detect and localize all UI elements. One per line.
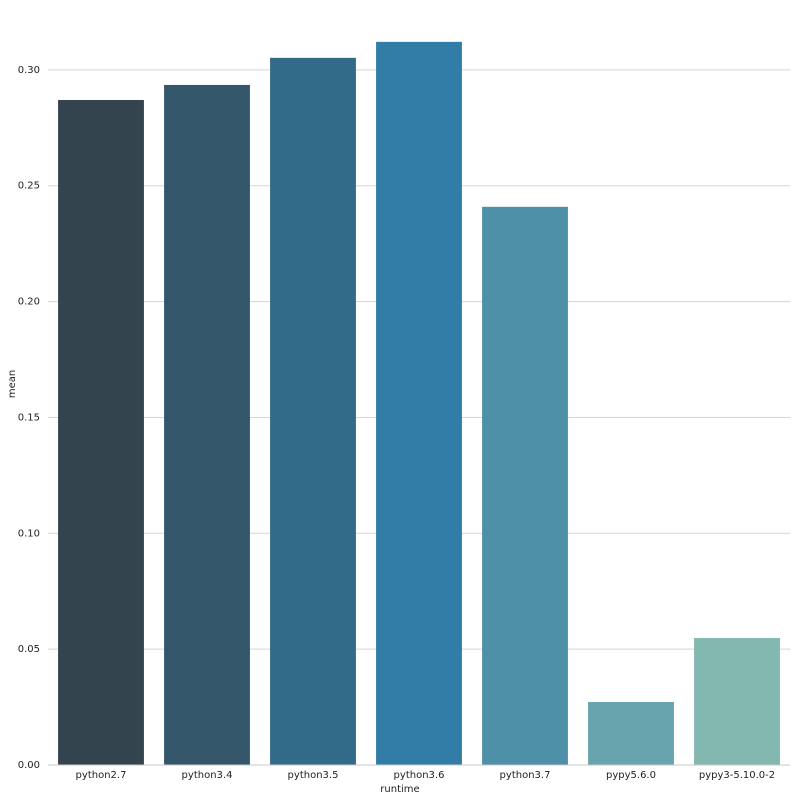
x-axis-label: runtime <box>380 784 419 795</box>
x-tick-label: python3.5 <box>288 770 339 781</box>
x-tick-label: pypy5.6.0 <box>606 770 656 781</box>
bar <box>58 100 144 766</box>
bar <box>164 84 250 766</box>
y-tick-label: 0.30 <box>18 65 40 76</box>
x-tick-label: python3.6 <box>394 770 445 781</box>
bar <box>270 57 356 765</box>
x-tick-label: pypy3-5.10.0-2 <box>699 770 775 781</box>
y-tick-label: 0.05 <box>18 644 40 655</box>
bar <box>588 701 674 765</box>
y-tick-label: 0.15 <box>18 412 40 423</box>
bar <box>694 638 780 765</box>
y-tick-label: 0.20 <box>18 297 40 308</box>
bar <box>482 206 568 765</box>
x-tick-label: python2.7 <box>76 770 127 781</box>
y-tick-label: 0.00 <box>18 760 40 771</box>
y-axis-label: mean <box>7 370 18 398</box>
bar <box>376 41 462 765</box>
y-tick-label: 0.10 <box>18 528 40 539</box>
x-tick-label: python3.7 <box>500 770 551 781</box>
x-tick-label: python3.4 <box>182 770 233 781</box>
y-tick-label: 0.25 <box>18 181 40 192</box>
